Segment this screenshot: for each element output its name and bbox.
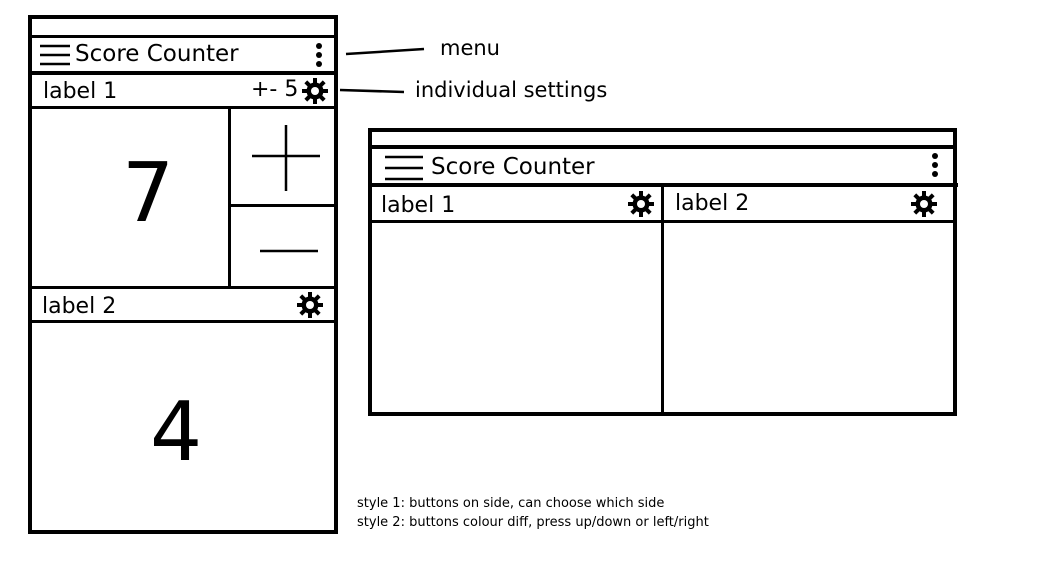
- annotation-pointer-menu: [345, 47, 425, 56]
- button-column-divider: [228, 108, 231, 287]
- annotation-individual-settings: individual settings: [415, 78, 608, 102]
- step-value[interactable]: +- 5: [251, 77, 299, 102]
- style-note: style 1: buttons on side, can choose whi…: [357, 496, 665, 511]
- hamburger-icon[interactable]: [40, 43, 70, 67]
- app-title: Score Counter: [431, 154, 595, 180]
- style1-appbar-divider: [30, 71, 336, 75]
- style1-phone-frame: [28, 15, 338, 534]
- style2-tablet-frame: [368, 128, 957, 416]
- counter-label: label 2: [42, 294, 117, 319]
- counter-header-divider: [30, 320, 336, 323]
- style2-statusbar-divider: [370, 145, 955, 149]
- style-note: style 2: buttons colour diff, press up/d…: [357, 515, 709, 530]
- counter-header-divider: [30, 106, 336, 109]
- hamburger-icon[interactable]: [385, 155, 423, 181]
- kebab-icon[interactable]: [314, 42, 324, 70]
- counter-divider: [30, 286, 336, 289]
- gear-icon[interactable]: [301, 77, 329, 105]
- minus-icon[interactable]: [260, 248, 318, 254]
- style2-appbar-divider: [370, 183, 958, 187]
- kebab-icon[interactable]: [930, 152, 940, 180]
- counter-label: label 1: [43, 79, 118, 104]
- plus-icon[interactable]: [252, 125, 320, 191]
- app-title: Score Counter: [75, 41, 239, 67]
- annotation-pointer-settings: [339, 88, 405, 94]
- score-value: 4: [150, 385, 203, 480]
- gear-icon[interactable]: [910, 190, 938, 218]
- annotation-menu: menu: [440, 36, 500, 60]
- gear-icon[interactable]: [627, 190, 655, 218]
- gear-icon[interactable]: [296, 291, 324, 319]
- counter-label: label 1: [381, 193, 456, 218]
- style1-statusbar-divider: [30, 35, 336, 38]
- plus-minus-divider: [230, 204, 336, 207]
- counter-column-divider: [661, 187, 664, 413]
- score-value: 7: [122, 146, 175, 241]
- counter-label: label 2: [675, 191, 750, 216]
